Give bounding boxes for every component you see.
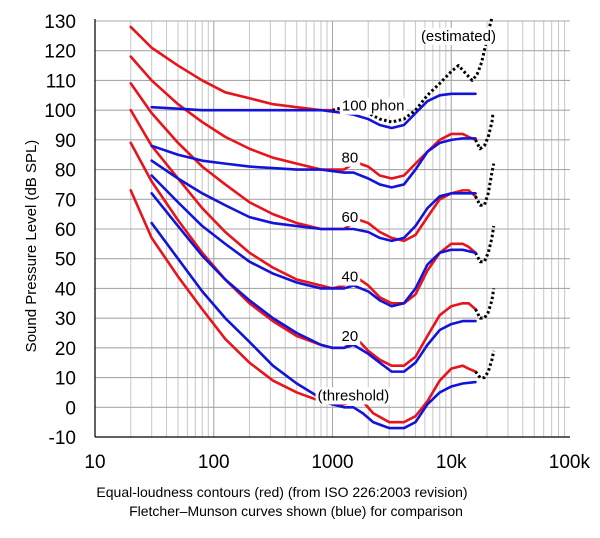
curve-iso-226-2003-100-phon: [129, 25, 334, 112]
y-tick-label: 130: [44, 12, 76, 33]
curve-label: 20: [342, 328, 359, 345]
curve-estimated-high-frequency-extension-20-phon: [474, 288, 496, 320]
curve-estimated-high-frequency-extension-threshold: [474, 350, 496, 380]
y-tick-label: 100: [44, 101, 76, 122]
y-tick-label: -10: [49, 428, 76, 449]
y-tick-label: 30: [55, 309, 76, 330]
y-tick-label: 90: [55, 131, 76, 152]
y-tick-label: 10: [55, 369, 76, 390]
curve-label-background: [339, 327, 361, 345]
curve-label: (estimated): [421, 28, 496, 45]
y-tick-label: 50: [55, 250, 76, 271]
x-tick-label: 1000: [311, 452, 353, 473]
curve-label-background: [339, 149, 361, 167]
y-tick-label: 70: [55, 190, 76, 211]
curve-estimated-high-frequency-extension-40-phon: [474, 225, 496, 264]
y-tick-label: 20: [55, 339, 76, 360]
curve-iso-226-2003-100-phon-estimated: [332, 17, 494, 124]
x-tick-label: 10k: [436, 452, 467, 473]
curve-estimated-high-frequency-extension-60-phon: [474, 163, 496, 207]
curve-label-background: [315, 387, 392, 405]
curve-label: 80: [342, 150, 359, 167]
x-tick-label: 100: [198, 452, 230, 473]
curve-fletcher-munson-threshold: [150, 221, 477, 430]
y-tick-label: 60: [55, 220, 76, 241]
y-tick-label: 110: [46, 71, 76, 92]
curve-label-background: [339, 97, 407, 115]
caption-line-1: Equal-loudness contours (red) (from ISO …: [96, 484, 467, 500]
x-tick-label: 100k: [549, 452, 591, 473]
axes: [94, 19, 570, 438]
curve-label: (threshold): [318, 387, 390, 404]
curve-label: 60: [342, 209, 359, 226]
curve-label-background: [339, 209, 361, 227]
y-tick-label: 0: [65, 398, 76, 419]
y-tick-label: 40: [55, 279, 76, 300]
caption-line-2: Fletcher–Munson curves shown (blue) for …: [129, 503, 463, 519]
curve-label: 40: [342, 269, 359, 286]
grid: [94, 20, 570, 438]
curve-label: 100 phon: [342, 98, 405, 115]
y-axis-title: Sound Pressure Level (dB SPL): [23, 140, 40, 353]
curve-fletcher-munson-60-phon: [150, 159, 477, 243]
curve-estimated-high-frequency-extension-80-phon: [474, 112, 495, 151]
y-tick-label: 120: [44, 42, 76, 63]
y-tick-label: 80: [55, 161, 76, 182]
curve-label-background: [339, 268, 361, 286]
x-tick-label: 10: [84, 452, 105, 473]
curve-label-background: [418, 27, 498, 45]
curve-fletcher-munson-80-phon: [150, 137, 477, 189]
